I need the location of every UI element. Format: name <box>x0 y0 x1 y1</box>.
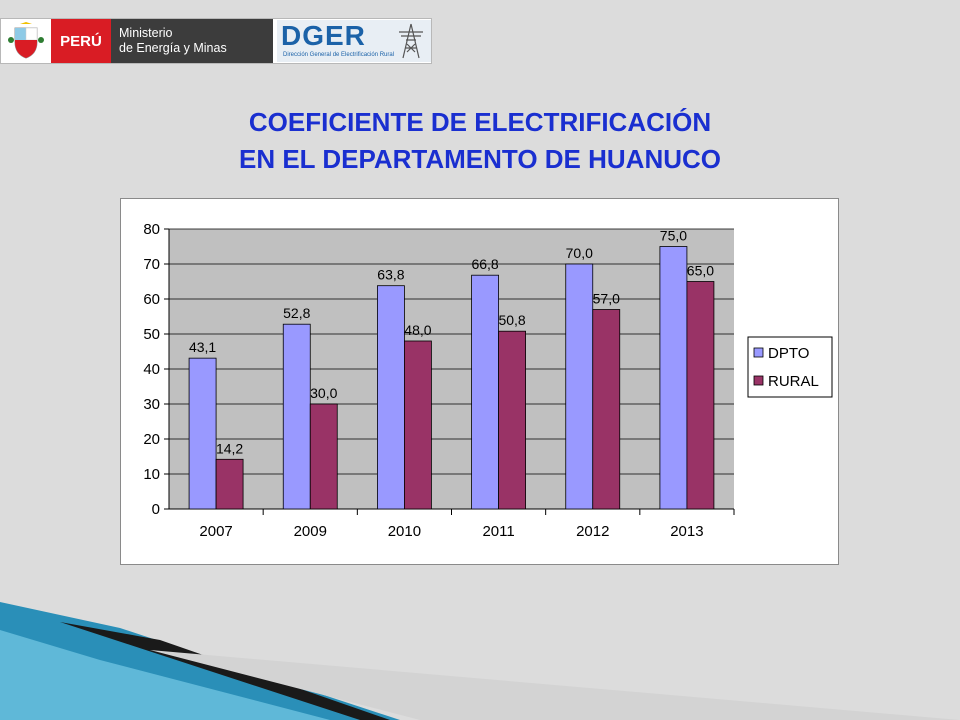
bar-rural <box>686 281 715 510</box>
y-tick-label: 20 <box>143 431 160 448</box>
y-tick-label: 30 <box>143 396 160 413</box>
data-label-rural: 57,0 <box>593 291 620 307</box>
y-tick-label: 40 <box>143 361 160 378</box>
y-tick-label: 50 <box>143 326 160 343</box>
data-label-dpto: 70,0 <box>566 245 593 261</box>
bar-dpto <box>565 263 594 510</box>
x-tick-label: 2009 <box>294 523 327 540</box>
x-tick-label: 2010 <box>388 523 421 540</box>
data-label-dpto: 66,8 <box>471 256 498 272</box>
y-tick-label: 70 <box>143 256 160 273</box>
bar-dpto <box>377 285 405 510</box>
dger-subtitle: Dirección General de Electrificación Rur… <box>283 52 395 58</box>
bar-rural <box>498 330 526 510</box>
chart-panel: 0 10 20 30 40 50 60 70 80 43,1 14,2 2007 52,8 30,0 200… <box>120 198 839 565</box>
legend-label-rural: RURAL <box>768 373 819 390</box>
data-label-rural: 14,2 <box>216 440 243 456</box>
ministry-name: Ministerio de Energía y Minas <box>111 19 273 63</box>
x-tick-label: 2012 <box>576 523 609 540</box>
bar-rural <box>404 340 432 510</box>
data-label-rural: 50,8 <box>498 312 525 328</box>
bar-dpto <box>188 357 217 510</box>
y-tick-label: 80 <box>143 221 160 238</box>
data-label-dpto: 63,8 <box>377 267 404 283</box>
peru-label: PERÚ <box>51 19 111 63</box>
legend-label-dpto: DPTO <box>768 345 809 362</box>
y-tick-label: 0 <box>152 501 160 518</box>
x-tick-label: 2013 <box>670 523 703 540</box>
header-logo-bar: PERÚ Ministerio de Energía y Minas DGER … <box>0 18 432 64</box>
bar-rural <box>309 403 338 510</box>
x-tick-label: 2007 <box>199 523 232 540</box>
legend-swatch-dpto <box>753 347 764 358</box>
bar-dpto <box>282 323 311 510</box>
y-tick-label: 60 <box>143 291 160 308</box>
data-label-dpto: 52,8 <box>283 305 310 321</box>
data-label-dpto: 43,1 <box>189 339 216 355</box>
data-label-dpto: 75,0 <box>660 228 687 244</box>
x-tick-label: 2011 <box>482 523 514 540</box>
y-tick-label: 10 <box>143 466 160 483</box>
legend-swatch-rural <box>753 375 764 386</box>
decorative-ribbon <box>0 602 960 720</box>
coat-of-arms-icon <box>8 22 44 59</box>
data-label-rural: 48,0 <box>404 322 431 338</box>
bar-rural <box>592 309 621 510</box>
bar-dpto <box>659 246 688 510</box>
ministry-line1: Ministerio <box>119 26 173 40</box>
bar-rural <box>215 458 244 510</box>
legend <box>747 336 833 398</box>
chart-title-line1: COEFICIENTE DE ELECTRIFICACIÓN <box>248 107 712 137</box>
data-label-rural: 65,0 <box>687 263 714 279</box>
chart-title-line2: EN EL DEPARTAMENTO DE HUANUCO <box>239 144 721 174</box>
bar-dpto <box>471 274 499 510</box>
power-tower-icon <box>399 23 423 59</box>
dger-title: DGER <box>281 20 366 51</box>
data-label-rural: 30,0 <box>310 385 337 401</box>
ministry-line2: de Energía y Minas <box>119 41 227 55</box>
bar-chart: 0 10 20 30 40 50 60 70 80 43,1 14,2 2007 52,8 30,0 200… <box>143 221 833 540</box>
dger-logo: DGER Dirección General de Electrificació… <box>277 20 431 62</box>
